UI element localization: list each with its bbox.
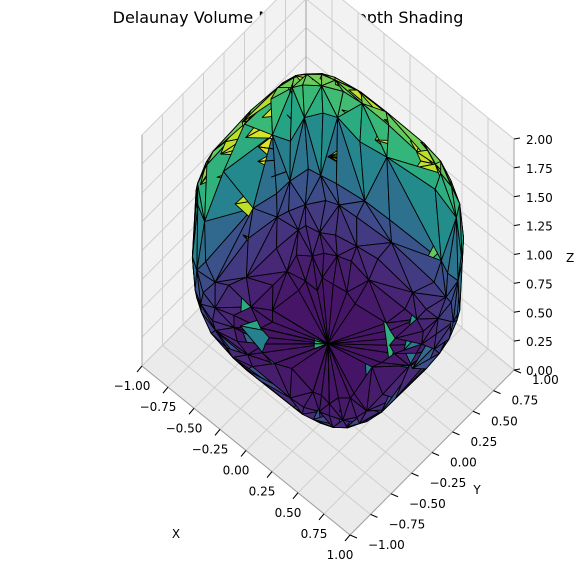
z-tick <box>513 137 521 140</box>
x-tick-label: −0.75 <box>140 400 177 414</box>
mesh-face <box>327 343 330 405</box>
z-tick-label: 0.25 <box>526 335 553 349</box>
z-tick-label: 0.00 <box>526 364 553 378</box>
x-tick-label: 0.75 <box>301 527 328 541</box>
z-tick-label: 0.50 <box>526 306 553 320</box>
y-tick-label: −1.00 <box>368 538 405 552</box>
mesh-face <box>312 343 329 393</box>
grid-line-y <box>162 114 371 515</box>
x-tick-label: 1.00 <box>327 548 354 562</box>
x-tick-label: 0.00 <box>223 464 250 478</box>
y-tick <box>431 452 440 456</box>
mesh-surface <box>191 73 464 429</box>
x-tick <box>136 365 143 373</box>
z-tick <box>513 310 521 313</box>
y-tick <box>493 390 501 395</box>
x-tick-label: −0.25 <box>192 442 229 456</box>
y-tick <box>349 534 358 539</box>
y-tick-label: 1.00 <box>532 373 559 387</box>
z-tick-label: 1.75 <box>526 162 553 176</box>
x-tick <box>344 534 351 542</box>
mesh-face <box>272 309 329 345</box>
y-tick-label: −0.75 <box>389 517 426 531</box>
y-tick-label: 0.00 <box>450 456 477 470</box>
z-tick <box>513 339 521 342</box>
y-tick <box>452 431 460 436</box>
x-tick-label: −1.00 <box>114 379 151 393</box>
z-tick <box>513 253 521 255</box>
x-tick-label: 0.50 <box>275 506 302 520</box>
x-tick <box>266 471 273 478</box>
y-tick <box>513 369 522 374</box>
z-tick <box>513 368 521 371</box>
y-tick-label: 0.75 <box>512 394 539 408</box>
axes: −1.00 −0.75 −0.50 −0.25 0.00 0.25 0.50 0.75 1.00… <box>114 133 575 562</box>
z-tick-label: 1.50 <box>526 191 553 205</box>
mesh-face <box>459 203 464 262</box>
y-tick <box>390 493 399 498</box>
z-tick-label: 1.00 <box>526 249 553 263</box>
y-tick-label: 0.25 <box>471 435 498 449</box>
z-tick <box>513 281 521 284</box>
x-axis-label: X <box>172 527 180 541</box>
y-tick-label: 0.50 <box>491 414 518 428</box>
z-tick <box>513 195 521 198</box>
y-tick-label: −0.25 <box>430 476 467 490</box>
x-tick <box>318 513 325 521</box>
z-tick <box>513 224 521 227</box>
mesh-face <box>274 343 329 365</box>
y-tick <box>370 513 378 518</box>
y-tick <box>411 472 419 477</box>
x-tick <box>292 492 299 500</box>
z-tick <box>513 166 521 169</box>
z-tick-label: 1.25 <box>526 220 553 234</box>
grid-line-z <box>141 0 515 140</box>
z-tick-label: 0.75 <box>526 277 553 291</box>
z-tick-label: 2.00 <box>526 133 553 147</box>
z-axis-label: Z <box>566 251 574 265</box>
grid-line-y <box>182 93 392 495</box>
y-tick <box>472 410 481 415</box>
mesh-face <box>260 327 329 345</box>
x-tick <box>240 450 247 457</box>
x-tick-label: 0.25 <box>249 485 276 499</box>
y-tick-label: −0.50 <box>409 497 446 511</box>
x-tick <box>162 386 169 394</box>
grid-line-z <box>141 0 515 169</box>
x-tick <box>214 429 221 436</box>
x-tick <box>188 407 195 415</box>
y-axis-label: Y <box>472 483 481 497</box>
x-tick-label: −0.50 <box>166 421 203 435</box>
